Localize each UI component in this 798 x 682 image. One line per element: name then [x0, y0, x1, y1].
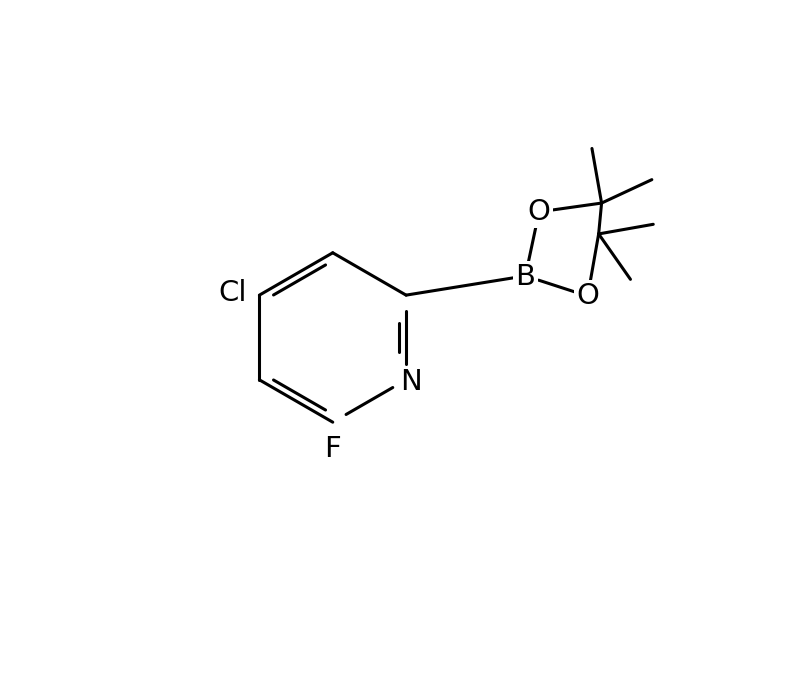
Text: Cl: Cl: [218, 279, 247, 307]
Text: B: B: [516, 263, 535, 291]
Text: O: O: [576, 282, 599, 310]
Text: N: N: [401, 368, 422, 396]
Text: F: F: [324, 435, 341, 463]
Text: O: O: [527, 198, 551, 226]
